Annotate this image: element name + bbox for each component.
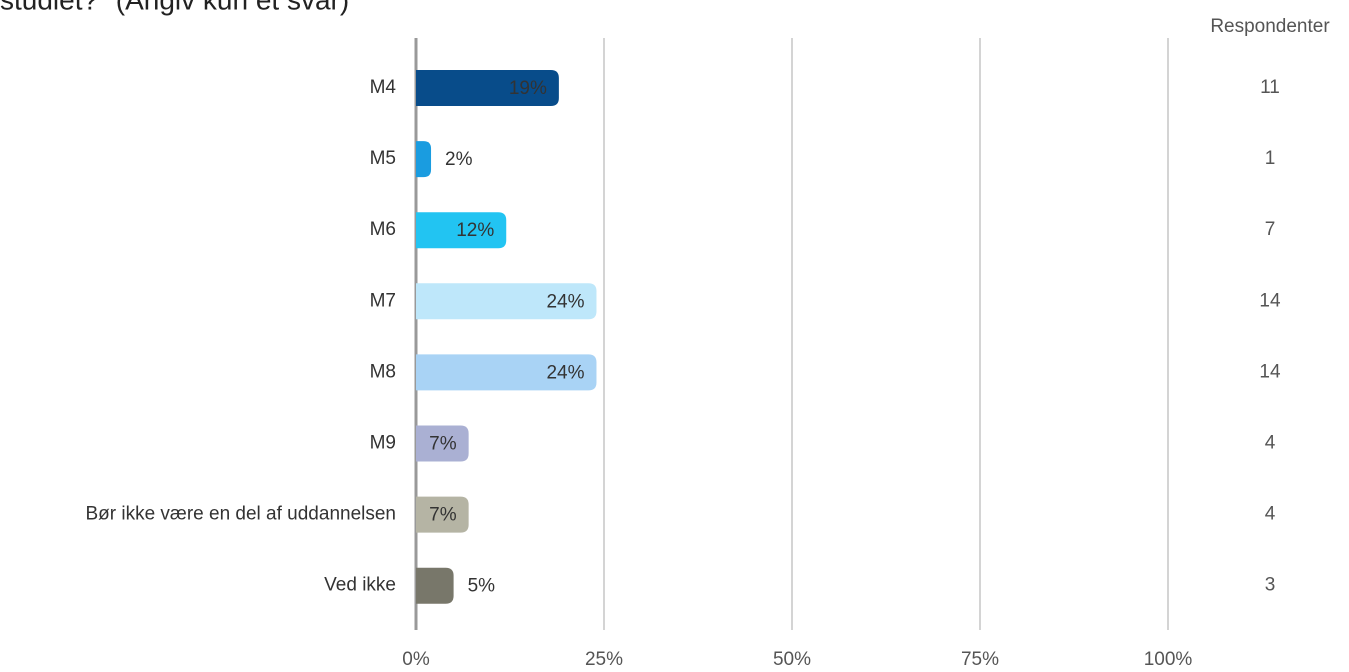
respondent-count: 14 [1259, 290, 1281, 311]
value-label: 7% [429, 505, 457, 526]
respondent-count: 4 [1265, 433, 1276, 454]
respondent-count: 14 [1259, 361, 1281, 382]
bar [416, 354, 597, 391]
bar [416, 283, 597, 320]
bar [416, 212, 507, 249]
bar [416, 141, 432, 178]
x-tick-label: 50% [773, 649, 811, 670]
bar [416, 567, 454, 604]
y-tick-label: M8 [370, 361, 396, 382]
x-tick-label: 25% [585, 649, 623, 670]
respondent-count: 11 [1260, 77, 1280, 98]
value-label: 24% [546, 362, 584, 383]
respondents-header: Respondenter [1210, 16, 1330, 37]
value-label: 19% [509, 78, 547, 99]
respondent-count: 3 [1265, 575, 1276, 596]
bar [416, 425, 469, 462]
bar [416, 70, 559, 106]
value-label: 12% [456, 220, 494, 241]
value-label: 5% [468, 576, 496, 597]
respondent-count: 7 [1265, 219, 1276, 240]
value-label: 24% [546, 291, 584, 312]
respondent-count: 4 [1265, 504, 1276, 525]
y-tick-label: M4 [370, 77, 397, 98]
x-tick-label: 75% [961, 649, 999, 670]
y-tick-label: M5 [370, 148, 396, 169]
bar [416, 496, 469, 533]
value-label: 2% [445, 149, 473, 170]
respondent-count: 1 [1265, 148, 1276, 169]
y-tick-label: M7 [370, 290, 396, 311]
value-label: 7% [429, 434, 457, 455]
x-tick-label: 100% [1144, 649, 1193, 670]
y-tick-label: M6 [370, 219, 396, 240]
y-tick-label: M9 [370, 433, 396, 454]
x-tick-label: 0% [402, 649, 430, 670]
y-tick-label: Bør ikke være en del af uddannelsen [85, 504, 396, 525]
chart-title: studiet?" (Angiv kun ét svar) [0, 0, 349, 15]
y-tick-label: Ved ikke [324, 575, 396, 596]
